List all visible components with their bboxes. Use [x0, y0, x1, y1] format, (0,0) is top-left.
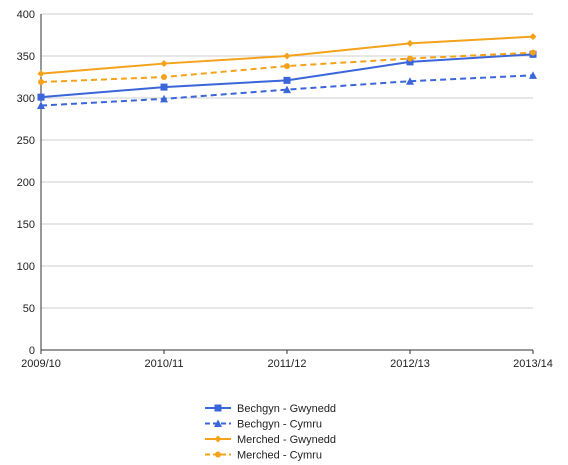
- legend-label: Merched - Cymru: [237, 450, 322, 462]
- data-point: [283, 52, 291, 60]
- legend-swatch-marker: [215, 451, 221, 458]
- data-point: [160, 60, 168, 68]
- legend-swatch-marker: [214, 419, 222, 427]
- series-3: [37, 33, 537, 78]
- data-point: [37, 101, 45, 110]
- data-point: [160, 83, 168, 91]
- data-point: [406, 39, 414, 47]
- x-tick-label: 2011/12: [268, 358, 307, 370]
- y-tick-label: 200: [17, 177, 35, 189]
- y-axis-ticks: 0 50 100 150 200 250 300 350 400: [17, 9, 35, 357]
- y-tick-label: 300: [17, 93, 35, 105]
- legend-item: Merched - Cymru: [205, 450, 322, 462]
- data-point: [284, 63, 290, 70]
- y-tick-label: 350: [17, 51, 35, 63]
- data-point: [283, 76, 291, 84]
- y-tick-label: 100: [17, 261, 35, 273]
- data-point: [37, 93, 45, 101]
- data-point: [160, 94, 168, 103]
- series-4: [38, 49, 536, 86]
- series-line: [40, 74, 534, 107]
- series-line: [40, 51, 534, 84]
- x-tick-label: 2010/11: [145, 358, 184, 370]
- grid-lines: [41, 13, 533, 309]
- series-group: [37, 33, 537, 110]
- data-point: [283, 85, 291, 94]
- data-point: [161, 74, 167, 80]
- legend-label: Bechgyn - Cymru: [237, 419, 322, 431]
- x-tick-label: 2012/13: [390, 358, 430, 370]
- data-point: [37, 70, 45, 78]
- data-point: [529, 33, 537, 41]
- legend-swatch-marker: [214, 435, 222, 443]
- y-tick-label: 400: [17, 9, 35, 21]
- legend-item: Bechgyn - Cymru: [205, 419, 322, 431]
- legend-swatch-marker: [214, 404, 222, 412]
- x-tick-label: 2009/10: [21, 358, 61, 370]
- y-tick-label: 50: [23, 303, 35, 315]
- data-point: [38, 79, 44, 86]
- legend-item: Merched - Gwynedd: [205, 434, 336, 446]
- x-tick-label: 2013/14: [513, 358, 553, 370]
- series-2: [37, 71, 537, 110]
- data-point: [406, 58, 414, 66]
- legend-label: Merched - Gwynedd: [237, 434, 336, 446]
- data-point: [530, 49, 536, 56]
- data-point: [529, 71, 537, 79]
- data-point: [406, 77, 414, 85]
- legend-item: Bechgyn - Gwynedd: [205, 403, 336, 415]
- x-axis-ticks: 2009/10 2010/11 2011/12 2012/13 2013/14: [21, 350, 553, 370]
- legend: Bechgyn - Gwynedd Bechgyn - Cymru Merched …: [205, 403, 336, 462]
- y-tick-label: 150: [17, 219, 35, 231]
- legend-label: Bechgyn - Gwynedd: [237, 403, 336, 415]
- y-tick-label: 0: [29, 345, 35, 357]
- y-tick-label: 250: [17, 135, 35, 147]
- data-point: [407, 55, 413, 62]
